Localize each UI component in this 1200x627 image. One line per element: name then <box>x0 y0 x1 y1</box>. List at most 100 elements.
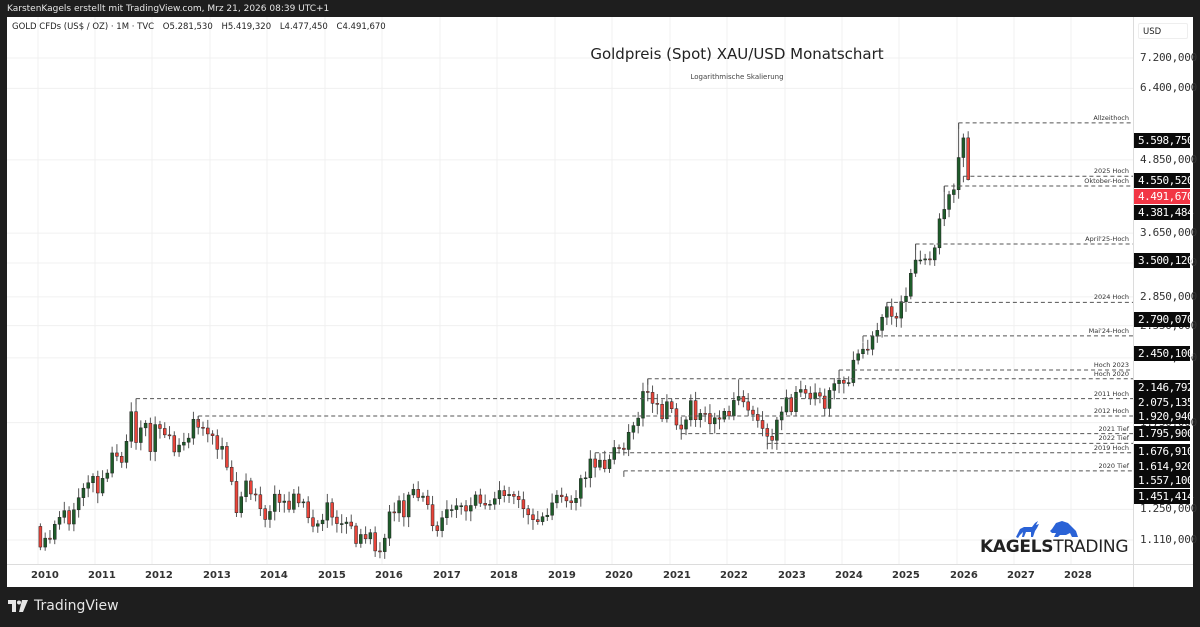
candle-up <box>449 509 454 511</box>
level-label: 2020 Tief <box>1098 461 1129 470</box>
candle-down <box>646 391 650 393</box>
candle-down <box>363 534 368 540</box>
candle-up <box>942 209 946 220</box>
candle-up <box>574 498 578 503</box>
level-label: 2025 Hoch <box>1093 167 1129 176</box>
candle-down <box>478 494 483 504</box>
candle-up <box>440 517 444 531</box>
candle-up <box>846 382 851 384</box>
candle-up <box>832 383 837 391</box>
candle-up <box>469 505 473 512</box>
candle-up <box>382 537 387 552</box>
candle-down <box>158 424 162 429</box>
candle-down <box>416 489 420 498</box>
candle-up <box>583 477 588 480</box>
candle-down <box>234 481 239 513</box>
candle-down <box>48 537 52 540</box>
attribution-text: KarstenKagels erstellt mit TradingView.c… <box>7 4 330 14</box>
candle-up <box>86 482 90 489</box>
chart-frame[interactable]: GOLD CFDs (US$ / OZ) · 1M · TVC O5.281,5… <box>7 17 1197 587</box>
candle-up <box>124 441 129 463</box>
candle-down <box>536 519 540 522</box>
candle-down <box>229 466 234 482</box>
tradingview-logo-icon <box>8 600 28 612</box>
year-tick-label: 2028 <box>1064 570 1092 581</box>
candle-down <box>889 306 894 317</box>
level-label: 2024 Hoch <box>1093 293 1129 302</box>
candle-down <box>894 316 899 319</box>
candle-down <box>464 505 468 512</box>
candle-up <box>76 497 81 511</box>
candlestick-plot[interactable] <box>7 17 1133 564</box>
tradingview-footer[interactable]: TradingView <box>8 598 119 614</box>
level-label: Oktober-Hoch <box>1084 177 1129 186</box>
candle-up <box>497 490 502 499</box>
candle-down <box>206 427 210 435</box>
year-tick-label: 2023 <box>778 570 806 581</box>
candle-up <box>722 411 727 420</box>
chart-subtitle: Logarithmische Skalierung <box>690 73 784 81</box>
level-price-label: 1.614,920 <box>1134 459 1194 474</box>
candle-down <box>287 500 291 510</box>
candle-up <box>359 534 363 544</box>
candle-up <box>53 523 57 540</box>
close-value: C4.491,670 <box>336 22 386 32</box>
year-tick-label: 2016 <box>375 570 403 581</box>
candle-down <box>760 420 765 429</box>
candle-up <box>57 517 62 525</box>
candle-down <box>516 496 521 500</box>
candle-down <box>263 508 267 520</box>
price-tick-label: 1.250,000 <box>1140 502 1197 516</box>
candle-down <box>392 511 397 514</box>
candle-up <box>368 532 373 540</box>
candle-up <box>91 476 95 484</box>
candle-up <box>856 353 860 361</box>
candle-down <box>330 502 334 518</box>
candle-down <box>215 435 220 450</box>
candle-up <box>932 247 937 261</box>
candle-down <box>708 413 712 425</box>
level-price-label: 4.550,520 <box>1134 173 1194 188</box>
candle-up <box>100 478 105 494</box>
level-label: 2022 Tief <box>1098 434 1129 443</box>
brand-bold: KAGELS <box>980 537 1054 557</box>
attribution-bar: KarstenKagels erstellt mit TradingView.c… <box>0 0 1200 17</box>
candle-up <box>579 478 583 499</box>
year-tick-label: 2022 <box>720 570 748 581</box>
candle-down <box>789 397 793 412</box>
price-tick-label: 2.850,000 <box>1140 289 1197 303</box>
price-tick-label: 1.110,000 <box>1140 533 1197 546</box>
candle-up <box>344 521 349 524</box>
level-label: 2011 Hoch <box>1093 389 1129 398</box>
candle-up <box>507 494 511 496</box>
candle-up <box>698 413 703 420</box>
level-price-label: 1.557,100 <box>1134 473 1194 488</box>
bull-bear-icon <box>1016 521 1078 538</box>
candle-down <box>765 428 770 437</box>
level-label: April'25-Hoch <box>1085 234 1129 243</box>
candle-up <box>875 330 880 337</box>
candle-up <box>899 301 903 319</box>
candle-up <box>641 391 645 419</box>
candle-down <box>751 409 755 415</box>
candle-up <box>454 505 459 510</box>
candle-down <box>727 411 731 417</box>
candle-down <box>526 508 530 516</box>
candle-down <box>679 424 683 430</box>
currency-button[interactable]: USD <box>1138 23 1188 39</box>
candle-up <box>684 419 688 430</box>
level-label: 2021 Tief <box>1098 424 1129 433</box>
chart-title: Goldpreis (Spot) XAU/USD Monatschart <box>590 45 884 63</box>
candle-down <box>521 499 526 510</box>
candle-up <box>665 401 669 420</box>
candle-down <box>96 476 100 494</box>
candle-up <box>292 493 296 510</box>
level-price-label: 2.075,135 <box>1134 395 1194 410</box>
candle-up <box>72 509 76 525</box>
candle-down <box>38 526 43 548</box>
candle-up <box>861 348 865 355</box>
candle-up <box>301 501 306 504</box>
candle-down <box>335 516 339 524</box>
candle-up <box>794 391 798 412</box>
year-tick-label: 2018 <box>490 570 518 581</box>
